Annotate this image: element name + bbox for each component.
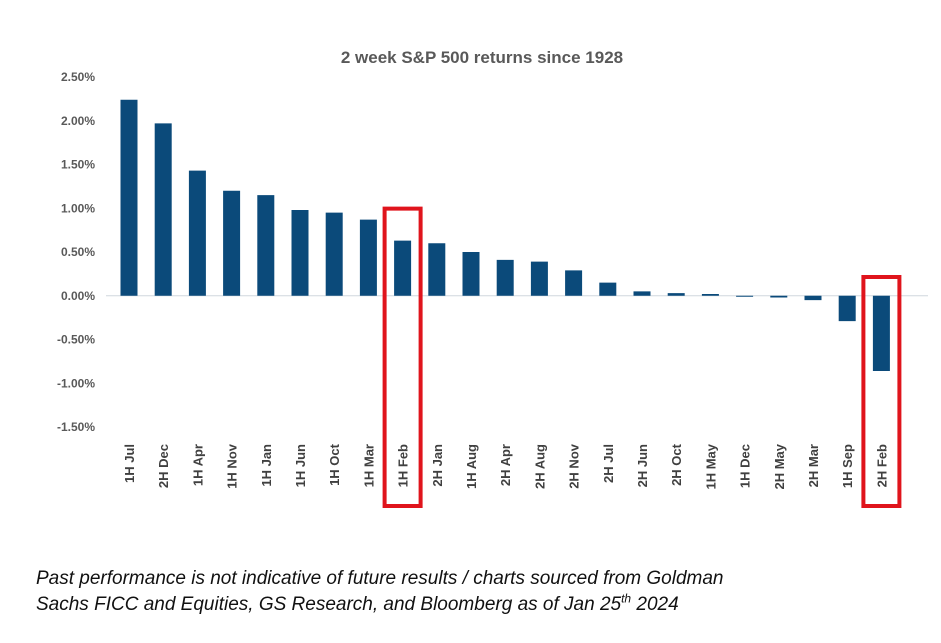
category-label: 2H Jul <box>601 444 616 483</box>
chart-panel: 2 week S&P 500 returns since 1928 2.50% 2.… <box>38 10 930 518</box>
bar-1h-jul <box>120 99 138 296</box>
bar-2h-mar <box>804 295 822 301</box>
category-label: 2H Dec <box>156 444 171 488</box>
category-label: 1H Feb <box>396 444 411 487</box>
bar-2h-aug <box>530 261 548 296</box>
bar-1h-oct <box>325 212 343 296</box>
y-tick-label: 0.00% <box>61 289 95 303</box>
bar-2h-apr <box>496 259 514 296</box>
category-label: 1H Jul <box>122 444 137 483</box>
y-tick-label: 0.50% <box>61 245 95 259</box>
bar-1h-mar <box>359 219 377 296</box>
bar-1h-sep <box>838 295 856 322</box>
y-tick-label: -1.00% <box>57 376 95 390</box>
category-label: 2H Mar <box>806 444 821 487</box>
category-label: 1H Oct <box>327 443 342 486</box>
category-label: 1H Mar <box>361 444 376 487</box>
y-tick-label: 2.00% <box>61 114 95 128</box>
y-tick-label: 1.00% <box>61 201 95 215</box>
category-label: 1H Nov <box>225 443 240 489</box>
chart-title: 2 week S&P 500 returns since 1928 <box>341 48 623 67</box>
category-label: 2H Oct <box>669 443 684 486</box>
category-label: 1H Aug <box>464 444 479 489</box>
bar-2h-jan <box>428 243 446 296</box>
category-label: 2H Jun <box>635 444 650 487</box>
category-label: 2H Feb <box>874 444 889 487</box>
bar-chart: 2 week S&P 500 returns since 1928 2.50% 2.… <box>57 48 928 508</box>
y-tick-label: -0.50% <box>57 333 95 347</box>
footnote-line-1: Past performance is not indicative of fu… <box>36 568 724 589</box>
bar-2h-nov <box>565 270 583 296</box>
bar-2h-jul <box>599 282 617 296</box>
category-label: 2H Nov <box>567 443 582 489</box>
category-label: 2H Apr <box>498 444 513 486</box>
bar-1h-aug <box>462 252 480 296</box>
bar-1h-jan <box>257 195 275 296</box>
category-label: 2H May <box>772 443 787 489</box>
y-tick-label: 2.50% <box>61 70 95 84</box>
category-label: 2H Jan <box>430 444 445 487</box>
bar-2h-oct <box>667 293 685 296</box>
bar-2h-may <box>770 295 788 298</box>
category-label: 1H Jun <box>293 444 308 487</box>
bar-1h-may <box>701 294 719 296</box>
bar-1h-jun <box>291 210 309 296</box>
bar-2h-feb <box>872 295 890 371</box>
bar-1h-feb <box>394 240 412 296</box>
category-label: 2H Aug <box>532 444 547 489</box>
bar-1h-dec <box>736 295 754 297</box>
footnote: Past performance is not indicative of fu… <box>36 566 926 618</box>
y-tick-label: 1.50% <box>61 158 95 172</box>
footnote-line-2-end: 2024 <box>631 594 679 615</box>
category-label: 1H May <box>703 443 718 489</box>
bar-1h-apr <box>188 170 206 296</box>
category-label: 1H Dec <box>738 444 753 488</box>
category-label: 1H Apr <box>190 444 205 486</box>
highlight-box-1h-feb <box>382 206 423 508</box>
category-label: 1H Sep <box>840 444 855 488</box>
category-label: 1H Jan <box>259 444 274 487</box>
highlight-box-2h-feb <box>861 275 902 508</box>
footnote-line-2: Sachs FICC and Equities, GS Research, an… <box>36 594 622 615</box>
bar-2h-dec <box>154 123 172 296</box>
footnote-superscript: th <box>621 591 632 606</box>
bar-2h-jun <box>633 291 651 296</box>
bar-1h-nov <box>223 190 241 296</box>
y-tick-label: -1.50% <box>57 420 95 434</box>
